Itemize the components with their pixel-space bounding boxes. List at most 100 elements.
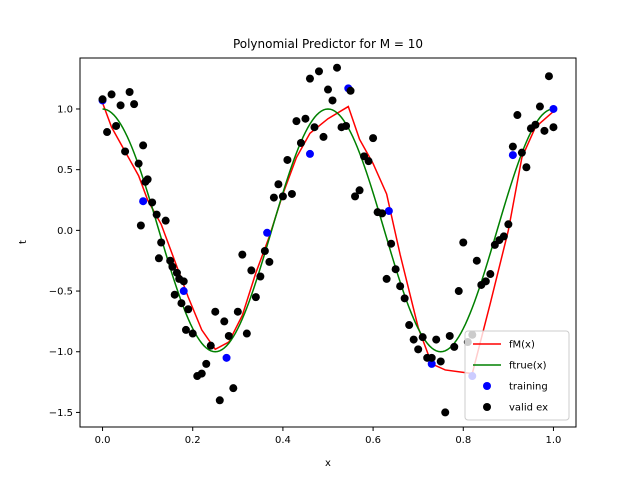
- valid-point: [436, 357, 445, 366]
- legend: fM(x) ftrue(x) training valid ex: [464, 330, 570, 421]
- legend-label: training: [509, 382, 548, 393]
- valid-point: [251, 293, 260, 302]
- y-tick-label: −1.5: [49, 408, 73, 419]
- valid-point: [238, 250, 247, 259]
- valid-point: [382, 274, 391, 283]
- y-tick-label: −1.0: [49, 347, 73, 358]
- y-axis-label: t: [18, 240, 29, 244]
- y-tick-label: −0.5: [49, 287, 73, 298]
- valid-point: [333, 63, 342, 72]
- valid-point: [116, 101, 125, 110]
- valid-point: [134, 159, 143, 168]
- training-point: [139, 197, 148, 206]
- valid-point: [152, 210, 161, 219]
- valid-point: [184, 305, 193, 314]
- valid-point: [287, 189, 296, 198]
- valid-point: [355, 186, 364, 195]
- valid-point: [247, 266, 256, 275]
- training-point: [263, 228, 272, 237]
- valid-point: [168, 262, 177, 271]
- valid-point: [305, 74, 314, 83]
- valid-point: [269, 193, 278, 202]
- plot-frame: [79, 57, 577, 428]
- x-tick-label: 0.8: [455, 435, 471, 446]
- legend-label: fM(x): [509, 340, 535, 351]
- valid-point: [549, 123, 558, 132]
- valid-point: [314, 67, 323, 76]
- valid-point: [396, 282, 405, 291]
- valid-point: [409, 335, 418, 344]
- valid-point: [535, 102, 544, 111]
- legend-label: ftrue(x): [509, 361, 547, 372]
- valid-point: [233, 307, 242, 316]
- valid-point: [427, 353, 436, 362]
- training-point: [305, 149, 314, 158]
- valid-point: [154, 254, 163, 263]
- valid-point: [166, 256, 175, 265]
- valid-point: [278, 192, 287, 201]
- valid-point: [143, 175, 152, 184]
- valid-point: [170, 290, 179, 299]
- valid-point: [224, 331, 233, 340]
- valid-point: [513, 111, 522, 120]
- valid-point: [179, 277, 188, 286]
- valid-point: [283, 155, 292, 164]
- x-tick-label: 0.4: [275, 435, 291, 446]
- valid-point: [486, 270, 495, 279]
- valid-point: [459, 238, 468, 247]
- valid-point: [139, 141, 148, 150]
- valid-point: [229, 384, 238, 393]
- valid-point: [181, 325, 190, 334]
- valid-point: [346, 86, 355, 95]
- valid-point: [220, 317, 229, 326]
- valid-point: [292, 117, 301, 126]
- valid-point: [351, 192, 360, 201]
- valid-point: [107, 90, 116, 99]
- valid-point: [136, 221, 145, 230]
- valid-point: [161, 216, 170, 225]
- valid-point: [274, 180, 283, 189]
- valid-point: [481, 277, 490, 286]
- x-tick-label: 0.2: [185, 435, 201, 446]
- chart-title: Polynomial Predictor for M = 10: [233, 37, 423, 51]
- valid-point: [400, 294, 409, 303]
- valid-point: [391, 265, 400, 274]
- valid-point: [472, 256, 481, 265]
- valid-point: [301, 114, 310, 123]
- valid-point: [188, 329, 197, 338]
- valid-point: [531, 120, 540, 129]
- legend-point-marker: [483, 403, 491, 411]
- valid-point: [103, 128, 112, 137]
- training-point: [508, 151, 517, 160]
- valid-point: [441, 408, 450, 417]
- valid-point: [98, 95, 107, 104]
- plot-area: [98, 63, 558, 417]
- valid-point: [369, 134, 378, 143]
- valid-point: [211, 307, 220, 316]
- valid-point: [256, 272, 265, 281]
- valid-point: [319, 132, 328, 141]
- valid-point: [177, 299, 186, 308]
- valid-point: [125, 87, 134, 96]
- valid-point: [517, 148, 526, 157]
- valid-point: [265, 257, 274, 266]
- valid-point: [296, 138, 305, 147]
- valid-point: [157, 238, 166, 247]
- x-tick-label: 0.0: [95, 435, 111, 446]
- y-axis: −1.5 −1.0 −0.5 0.0 0.5 1.0: [49, 104, 80, 419]
- legend-label: valid ex: [509, 403, 548, 414]
- valid-point: [121, 147, 130, 156]
- valid-point: [508, 142, 517, 151]
- valid-point: [522, 163, 531, 172]
- y-tick-label: 1.0: [57, 104, 73, 115]
- valid-point: [342, 121, 351, 130]
- x-tick-label: 0.6: [365, 435, 381, 446]
- valid-point: [387, 239, 396, 248]
- valid-point: [215, 396, 224, 405]
- valid-point: [418, 333, 427, 342]
- valid-point: [445, 331, 454, 340]
- y-tick-label: 0.5: [57, 165, 73, 176]
- valid-point: [260, 246, 269, 255]
- valid-point: [405, 321, 414, 330]
- valid-point: [378, 209, 387, 218]
